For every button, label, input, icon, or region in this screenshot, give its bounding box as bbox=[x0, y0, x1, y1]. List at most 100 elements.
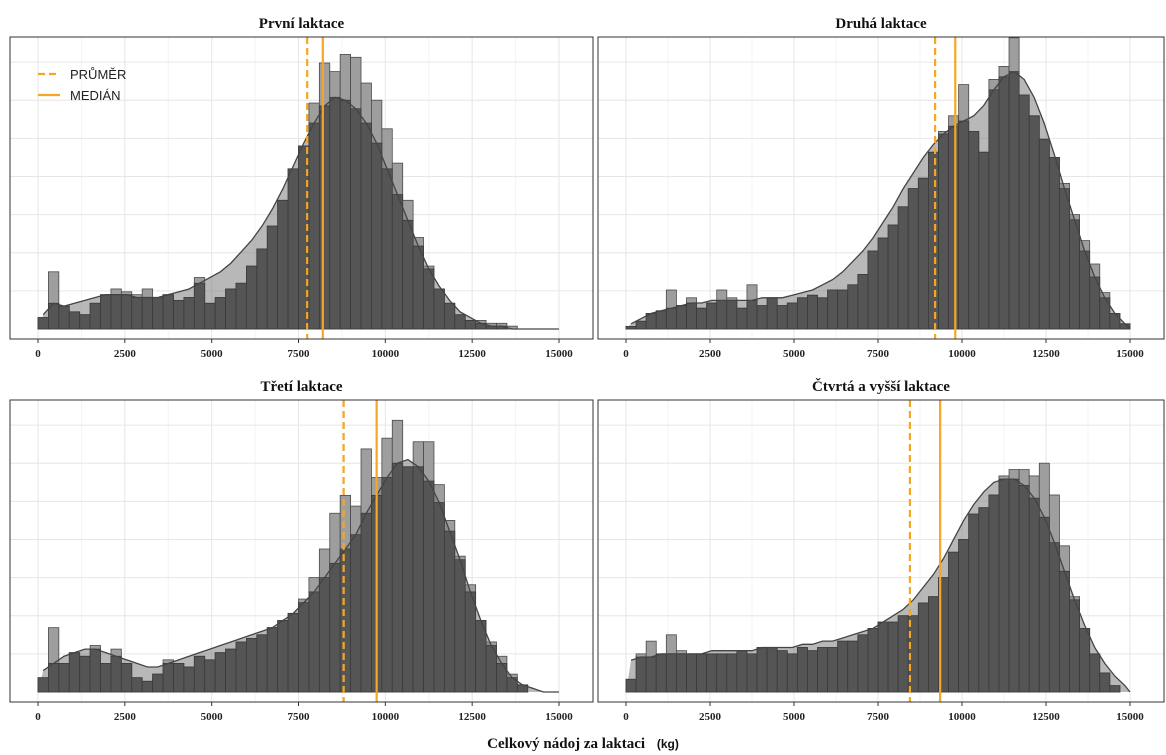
histogram-bar-overlap bbox=[308, 591, 320, 693]
panels-group: 0 2500 5000 7500 10000 12500 15000 První laktac… bbox=[9, 16, 1165, 723]
histogram-bar-overlap bbox=[329, 96, 341, 330]
histogram-bar-overlap bbox=[948, 125, 960, 330]
histogram-bar-overlap bbox=[998, 478, 1010, 693]
histogram-bar-overlap bbox=[988, 494, 1000, 693]
x-axis-title-unit: (kg) bbox=[657, 737, 679, 751]
histogram-bar-overlap bbox=[110, 294, 122, 330]
histogram-bar-overlap bbox=[968, 513, 980, 693]
histogram-bar-overlap bbox=[867, 250, 879, 330]
histogram-bar-overlap bbox=[857, 634, 869, 693]
histogram-bar-overlap bbox=[1008, 478, 1020, 693]
histogram-bar-overlap bbox=[287, 612, 299, 693]
histogram-bar-overlap bbox=[887, 224, 899, 330]
histogram-bar-overlap bbox=[152, 673, 164, 693]
histogram-bar-overlap bbox=[475, 620, 487, 693]
histogram-bar-overlap bbox=[454, 559, 466, 693]
panel-frame bbox=[9, 399, 594, 703]
histogram-bar-overlap bbox=[928, 151, 939, 330]
histogram-bar-overlap bbox=[857, 273, 869, 330]
panel-title: Druhá laktace bbox=[835, 16, 927, 32]
x-tick-label: 0 bbox=[623, 348, 629, 360]
histogram-bar-overlap bbox=[887, 621, 899, 693]
histogram-bar-overlap bbox=[958, 120, 970, 330]
x-tick-label: 2500 bbox=[114, 348, 137, 360]
histogram-bar-overlap bbox=[1059, 570, 1070, 693]
histogram-bar-overlap bbox=[339, 548, 351, 693]
histogram-bar-overlap bbox=[245, 637, 258, 693]
histogram-bar-overlap bbox=[827, 289, 839, 330]
x-axis-title: Celkový nádoj za laktaci (kg) bbox=[487, 736, 679, 752]
histogram-bar-overlap bbox=[1089, 653, 1101, 693]
histogram-bar-overlap bbox=[89, 648, 101, 693]
histogram-bar-overlap bbox=[968, 130, 980, 330]
histogram-bar-overlap bbox=[152, 297, 164, 330]
x-tick-label: 15000 bbox=[545, 711, 573, 723]
x-tick-label: 5000 bbox=[201, 348, 224, 360]
histogram-bar-overlap bbox=[402, 466, 414, 693]
histogram-bar-overlap bbox=[928, 596, 939, 693]
histogram-bar-overlap bbox=[225, 288, 237, 330]
histogram-bar-overlap bbox=[381, 477, 393, 693]
histogram-bar-overlap bbox=[948, 551, 960, 693]
histogram-bar-overlap bbox=[665, 653, 677, 693]
histogram-bar-overlap bbox=[1018, 485, 1030, 693]
density-line bbox=[42, 96, 559, 330]
histogram-bar-overlap bbox=[79, 655, 91, 693]
histogram-bar-overlap bbox=[350, 108, 362, 330]
histogram-bar-overlap bbox=[625, 678, 637, 693]
histogram-bar-overlap bbox=[1048, 542, 1060, 693]
histogram-bar-overlap bbox=[706, 302, 718, 330]
histogram-bar-overlap bbox=[318, 577, 331, 693]
histogram-bar-overlap bbox=[756, 305, 768, 330]
histogram-bar-overlap bbox=[266, 627, 279, 693]
histogram-bar-overlap bbox=[796, 647, 808, 693]
histogram-bar-overlap bbox=[100, 294, 112, 330]
histogram-bar-overlap bbox=[1048, 156, 1060, 330]
x-tick-label: 0 bbox=[623, 711, 629, 723]
panel-3: 0 2500 5000 7500 10000 12500 15000 Třetí laktac… bbox=[9, 379, 594, 723]
histogram-bar-overlap bbox=[686, 653, 697, 693]
legend-label-median: MEDIÁN bbox=[70, 88, 121, 103]
panel-frame bbox=[9, 36, 594, 340]
x-tick-label: 2500 bbox=[114, 711, 137, 723]
histogram-bar-overlap bbox=[655, 310, 667, 330]
panel-1: 0 2500 5000 7500 10000 12500 15000 První laktac… bbox=[9, 16, 594, 360]
histogram-bar-overlap bbox=[204, 302, 216, 330]
histogram-bar-overlap bbox=[58, 663, 70, 693]
histogram-bar-overlap bbox=[256, 248, 268, 330]
x-tick-label: 10000 bbox=[948, 711, 976, 723]
x-tick-label: 7500 bbox=[288, 711, 311, 723]
panel-frame bbox=[597, 36, 1165, 340]
histogram-bar-overlap bbox=[1079, 250, 1091, 330]
histogram-bar-overlap bbox=[676, 653, 687, 693]
panel-frame bbox=[597, 399, 1165, 703]
legend: PRŮMĚR MEDIÁN bbox=[38, 67, 126, 103]
density-line bbox=[630, 478, 1131, 693]
legend-label-mean: PRŮMĚR bbox=[70, 67, 126, 82]
histogram-bar-overlap bbox=[225, 648, 237, 693]
histogram-bar-overlap bbox=[120, 294, 133, 330]
histogram-bar-overlap bbox=[141, 297, 154, 330]
histogram-bar-overlap bbox=[625, 325, 637, 330]
histogram-bar-overlap bbox=[1028, 497, 1040, 693]
histogram-bar-overlap bbox=[958, 539, 970, 693]
histogram-bar-overlap bbox=[464, 591, 477, 693]
histogram-bar-overlap bbox=[423, 480, 435, 693]
histogram-bar-overlap bbox=[716, 299, 728, 330]
histogram-bar-overlap bbox=[978, 151, 990, 330]
histogram-bar-overlap bbox=[183, 297, 195, 330]
histogram-bar-overlap bbox=[193, 655, 206, 693]
histogram-bar-overlap bbox=[938, 133, 949, 330]
histogram-bar-overlap bbox=[1059, 188, 1070, 330]
histogram-bar-overlap bbox=[454, 314, 466, 330]
x-axis-title-text: Celkový nádoj za laktaci bbox=[487, 736, 645, 752]
histogram-bar-overlap bbox=[696, 653, 708, 693]
x-tick-label: 0 bbox=[35, 711, 41, 723]
histogram-bar-overlap bbox=[837, 640, 849, 693]
x-tick-label: 15000 bbox=[1116, 711, 1144, 723]
histogram-bar-overlap bbox=[131, 297, 143, 330]
histogram-bar-overlap bbox=[766, 297, 778, 330]
x-tick-label: 7500 bbox=[288, 348, 311, 360]
histogram-bar-overlap bbox=[686, 302, 697, 330]
histogram-bar-overlap bbox=[68, 652, 81, 693]
